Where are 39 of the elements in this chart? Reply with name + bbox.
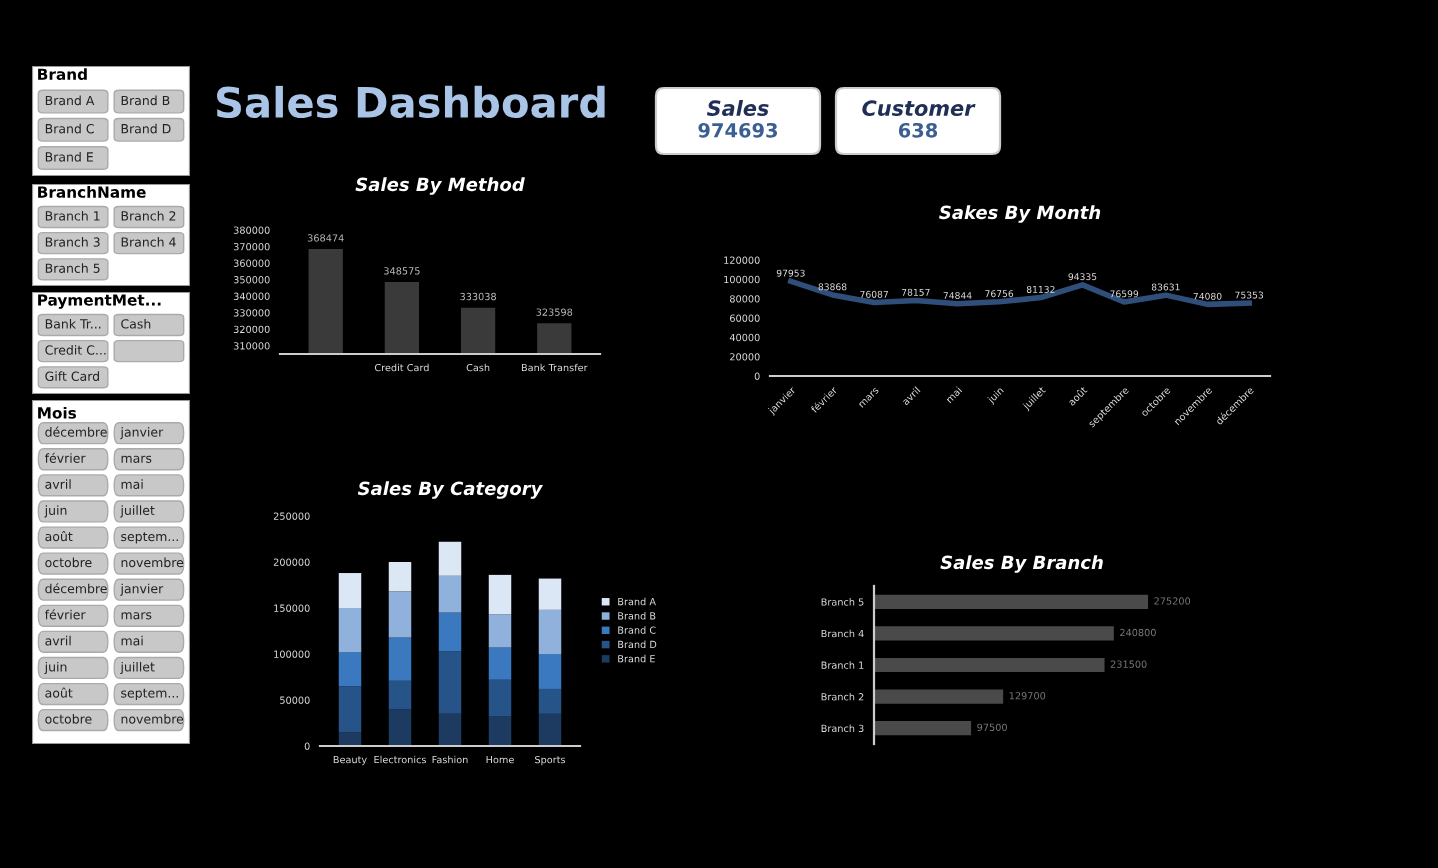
text: 974693 xyxy=(698,122,778,138)
bar xyxy=(488,647,512,680)
bar xyxy=(874,594,1149,609)
bar xyxy=(338,652,362,687)
text: 638 xyxy=(898,122,938,138)
bar xyxy=(438,541,462,576)
chart-title: Sales By Category xyxy=(357,481,544,499)
bar xyxy=(874,657,1105,673)
bar xyxy=(388,709,412,746)
bar xyxy=(488,716,512,746)
bar xyxy=(338,686,362,733)
text: Sales Dashboard xyxy=(216,85,605,119)
bar xyxy=(488,614,512,648)
bar xyxy=(438,651,462,714)
chart-title: Sakes By Month xyxy=(939,205,1101,223)
bar xyxy=(488,574,512,615)
text: Sales xyxy=(706,99,769,117)
bar xyxy=(538,609,562,654)
bar xyxy=(388,591,412,638)
bar xyxy=(438,612,462,652)
bar xyxy=(874,626,1114,641)
bar xyxy=(438,713,462,746)
bar xyxy=(488,679,512,717)
chart-title: Sales By Method xyxy=(355,177,525,195)
bar xyxy=(338,573,362,608)
bar xyxy=(874,689,1004,704)
bar xyxy=(388,562,412,592)
bar xyxy=(538,578,562,610)
bar xyxy=(538,654,562,689)
bar xyxy=(874,721,972,736)
bar xyxy=(538,713,562,746)
bar xyxy=(388,637,412,681)
bar xyxy=(338,608,362,653)
bar xyxy=(388,680,412,710)
bar xyxy=(438,575,462,613)
chart-title: Sales By Branch xyxy=(940,555,1103,573)
text: Customer xyxy=(862,100,976,117)
bar xyxy=(338,732,362,746)
bar xyxy=(538,688,562,714)
